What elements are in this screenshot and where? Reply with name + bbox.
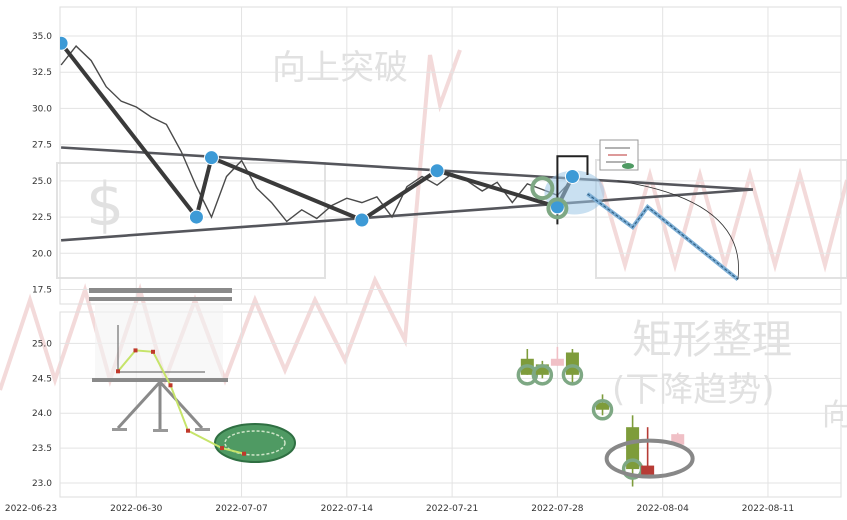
cluster-ellipse: [604, 438, 695, 479]
inset-point: [186, 428, 190, 433]
inset-point: [220, 446, 224, 451]
easel-leg: [116, 380, 162, 430]
watermark-text-rectangle: 矩形整理: [632, 317, 792, 363]
inset-point: [133, 348, 138, 353]
candle-body: [535, 364, 549, 375]
candle-marker-ring: [561, 364, 584, 386]
mini-chart-thumbnail: [599, 139, 639, 171]
top-y-tick-label: 27.5: [32, 141, 52, 151]
inset-point: [116, 369, 120, 374]
lower-trendline: [61, 188, 753, 242]
bottom-y-tick-label: 23.5: [32, 444, 52, 454]
candle-marker-ring: [591, 398, 614, 421]
x-tick-label: 2022-08-11: [742, 504, 794, 514]
projection-arc: [617, 180, 739, 280]
pattern-ring: [546, 197, 569, 220]
price-line: [60, 45, 573, 223]
x-tick-label: 2022-07-07: [215, 504, 267, 514]
watermark-text-breakout: 向上突破: [272, 48, 408, 88]
top-y-axis: 17.5 20.0 22.5 25.0 27.5 30.0 32.5 35.0: [32, 32, 52, 296]
easel-board: [95, 303, 223, 378]
bottom-panel-frame: [59, 311, 842, 498]
bottom-candle-panel: 23.0 23.5 24.0 24.5 25.0 2022-06-23 2022-06-3…: [5, 311, 842, 514]
top-marks: [60, 35, 753, 281]
candle-body: [626, 427, 640, 470]
x-axis: 2022-06-23 2022-06-30 2022-07-07 2022-07-14…: [5, 504, 794, 514]
top-y-tick-label: 30.0: [32, 104, 52, 114]
top-y-tick-label: 25.0: [32, 177, 52, 187]
upper-trendline: [61, 146, 753, 191]
pivot-point: [203, 150, 219, 166]
top-y-tick-label: 22.5: [32, 213, 52, 223]
bottom-y-tick-label: 24.5: [32, 374, 52, 384]
top-y-tick-label: 32.5: [32, 68, 52, 78]
bottom-y-tick-label: 23.0: [32, 479, 52, 489]
easel-foot: [153, 429, 168, 432]
bottom-y-axis: 23.0 23.5 24.0 24.5 25.0: [32, 339, 52, 489]
watermark-dollar-sign: $: [86, 170, 124, 240]
easel-leg: [158, 380, 204, 430]
pattern-ring: [530, 176, 555, 201]
watermark-zigzag: [0, 49, 462, 391]
easel-foot: [195, 428, 210, 431]
pivot-point: [354, 212, 370, 228]
green-disc-icon: [214, 423, 296, 463]
x-tick-label: 2022-07-28: [531, 504, 584, 514]
x-tick-label: 2022-07-21: [426, 504, 478, 514]
projection-line: [586, 192, 740, 281]
candle-body: [641, 465, 655, 475]
top-panel-frame: [59, 6, 842, 305]
watermark-frame-right: [595, 159, 847, 279]
inset-point: [168, 383, 173, 388]
background-watermark: 向上突破 矩形整理 (下降趋势) 向 $: [0, 48, 847, 433]
top-y-tick-label: 20.0: [32, 249, 52, 259]
easel-illustration: [89, 288, 296, 463]
easel-top-bar: [89, 288, 232, 293]
watermark-text-downtrend: (下降趋势): [612, 370, 775, 410]
x-tick-label: 2022-07-14: [321, 504, 374, 514]
bottom-marks: [516, 346, 695, 487]
x-tick-label: 2022-06-30: [110, 504, 163, 514]
candle-body: [671, 434, 685, 445]
candle-marker-ring: [531, 364, 554, 386]
pivot-point: [564, 169, 580, 185]
top-y-tick-label: 17.5: [32, 286, 52, 296]
easel-inset-line: [116, 348, 246, 456]
easel-ledge: [92, 378, 228, 382]
bottom-y-tick-label: 24.0: [32, 409, 52, 419]
top-price-panel: 17.5 20.0 22.5 25.0 27.5 30.0 32.5 35.0: [32, 6, 842, 305]
pivot-point: [429, 163, 445, 179]
inset-point: [151, 349, 155, 354]
candle-body: [550, 358, 564, 366]
pivot-point: [60, 35, 69, 51]
easel-foot: [112, 428, 127, 431]
easel-top-bar-lower: [89, 297, 232, 301]
watermark-text-edge: 向: [822, 398, 847, 433]
x-tick-label: 2022-06-23: [5, 504, 57, 514]
top-grid: [60, 7, 841, 304]
candle-body: [565, 352, 579, 375]
breakout-bracket: [556, 155, 589, 225]
top-y-tick-label: 35.0: [32, 32, 52, 42]
x-tick-label: 2022-08-04: [637, 504, 690, 514]
bottom-y-tick-label: 25.0: [32, 339, 52, 349]
watermark-zigzag-right: [598, 167, 847, 273]
candle-body: [596, 402, 610, 410]
pivot-point: [188, 209, 204, 225]
green-disc-inner: [224, 430, 286, 456]
inset-point: [242, 451, 246, 456]
